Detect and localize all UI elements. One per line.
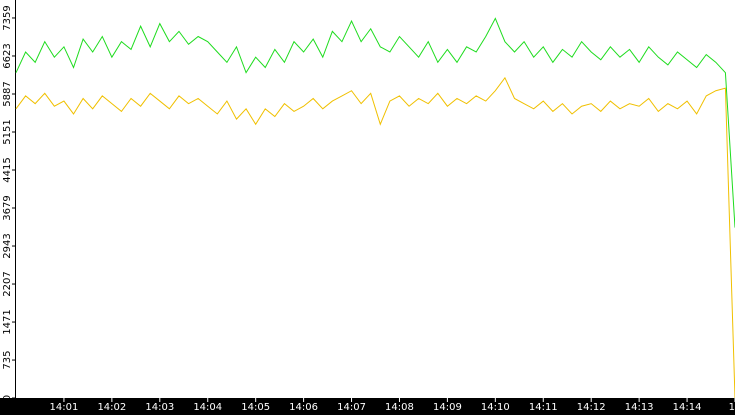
series-line: [15, 76, 735, 399]
x-tick-label: 14:03: [145, 402, 174, 413]
y-tick-label: 7359: [2, 5, 13, 30]
x-tick-label: 14:11: [529, 402, 558, 413]
x-tick-label: 14:06: [289, 402, 318, 413]
x-tick-label: 14:12: [577, 402, 606, 413]
y-tick-label: 5151: [2, 119, 13, 144]
x-tick-label: 14:10: [481, 402, 510, 413]
x-tick-label: 14:05: [241, 402, 270, 413]
x-axis-band: [0, 398, 735, 415]
y-tick-label: 5887: [2, 81, 13, 106]
y-tick-label: 1471: [2, 309, 13, 334]
x-tick-label: 14:13: [625, 402, 654, 413]
y-tick-label: 4415: [2, 157, 13, 182]
x-tick-label: 14:14: [673, 402, 702, 413]
y-tick-label: 2207: [2, 271, 13, 296]
y-tick-label: 0: [2, 395, 13, 401]
x-tick-label: 14:07: [337, 402, 366, 413]
y-tick-label: 6623: [2, 43, 13, 68]
y-tick-label: 735: [2, 350, 13, 369]
y-tick-label: 3679: [2, 195, 13, 220]
series-line: [15, 17, 735, 228]
y-tick-label: 2943: [2, 233, 13, 258]
x-tick-label: 14:08: [385, 402, 414, 413]
x-tick-label: 14:09: [433, 402, 462, 413]
x-tick-label: 14: [729, 402, 735, 413]
x-tick-label: 14:01: [50, 402, 79, 413]
x-tick-label: 14:02: [97, 402, 126, 413]
x-tick-label: 14:04: [193, 402, 222, 413]
